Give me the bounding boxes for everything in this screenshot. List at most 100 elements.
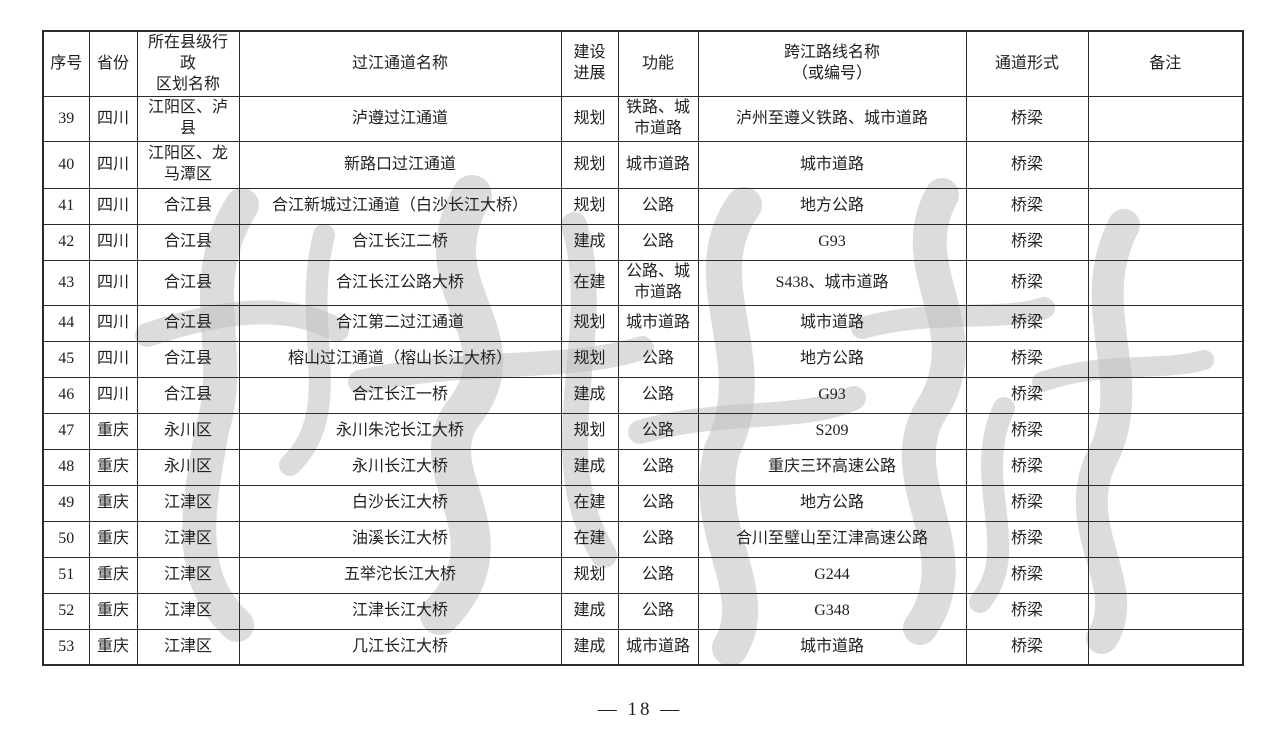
cell-channel-form: 桥梁 bbox=[965, 448, 1089, 486]
cell-serial-number: 49 bbox=[42, 484, 90, 522]
cell-county-division: 江津区 bbox=[136, 484, 240, 522]
cell-remarks bbox=[1087, 628, 1244, 666]
cell-remarks bbox=[1087, 592, 1244, 630]
table-header: 序号 省份 所在县级行政 区划名称 过江通道名称 建设 进展 功能 跨江路线名称… bbox=[42, 30, 1244, 98]
cell-channel-form: 桥梁 bbox=[965, 140, 1089, 189]
table-row: 46 四川 合江县 合江长江一桥 建成 公路 G93 桥梁 bbox=[42, 376, 1244, 414]
table-row: 39 四川 江阳区、泸县 泸遵过江通道 规划 铁路、城市道路 泸州至遵义铁路、城市道路 桥梁 bbox=[42, 96, 1244, 142]
header-remarks: 备注 bbox=[1087, 30, 1244, 98]
page-number: — 18 — bbox=[597, 699, 683, 720]
header-function: 功能 bbox=[617, 30, 699, 98]
cell-route-name: 重庆三环高速公路 bbox=[697, 448, 967, 486]
cell-channel-form: 桥梁 bbox=[965, 376, 1089, 414]
cell-function: 城市道路 bbox=[617, 628, 699, 666]
cell-function: 铁路、城市道路 bbox=[617, 96, 699, 142]
cell-route-name: 城市道路 bbox=[697, 140, 967, 189]
cell-serial-number: 50 bbox=[42, 520, 90, 558]
cell-function: 公路 bbox=[617, 448, 699, 486]
cell-province: 重庆 bbox=[88, 448, 138, 486]
cell-serial-number: 46 bbox=[42, 376, 90, 414]
cell-province: 四川 bbox=[88, 376, 138, 414]
cell-channel-form: 桥梁 bbox=[965, 520, 1089, 558]
cell-county-division: 合江县 bbox=[136, 223, 240, 261]
cell-construction-progress: 建成 bbox=[560, 592, 619, 630]
cell-function: 公路 bbox=[617, 376, 699, 414]
cell-county-division: 合江县 bbox=[136, 304, 240, 342]
cell-crossing-name: 永川朱沱长江大桥 bbox=[238, 412, 562, 450]
table-row: 40 四川 江阳区、龙马潭区 新路口过江通道 规划 城市道路 城市道路 桥梁 bbox=[42, 140, 1244, 189]
cell-province: 重庆 bbox=[88, 520, 138, 558]
cell-construction-progress: 规划 bbox=[560, 304, 619, 342]
cell-route-name: G93 bbox=[697, 223, 967, 261]
table-row: 49 重庆 江津区 白沙长江大桥 在建 公路 地方公路 桥梁 bbox=[42, 484, 1244, 522]
cell-channel-form: 桥梁 bbox=[965, 259, 1089, 306]
cell-serial-number: 52 bbox=[42, 592, 90, 630]
cell-route-name: 泸州至遵义铁路、城市道路 bbox=[697, 96, 967, 142]
cell-crossing-name: 五举沱长江大桥 bbox=[238, 556, 562, 594]
cell-crossing-name: 江津长江大桥 bbox=[238, 592, 562, 630]
cell-route-name: 地方公路 bbox=[697, 484, 967, 522]
cell-function: 公路 bbox=[617, 484, 699, 522]
table-row: 43 四川 合江县 合江长江公路大桥 在建 公路、城市道路 S438、城市道路 桥梁 bbox=[42, 259, 1244, 306]
cell-function: 公路、城市道路 bbox=[617, 259, 699, 306]
cell-county-division: 合江县 bbox=[136, 259, 240, 306]
cell-route-name: 地方公路 bbox=[697, 187, 967, 225]
cell-crossing-name: 榕山过江通道（榕山长江大桥） bbox=[238, 340, 562, 378]
table-row: 44 四川 合江县 合江第二过江通道 规划 城市道路 城市道路 桥梁 bbox=[42, 304, 1244, 342]
cell-route-name: 城市道路 bbox=[697, 304, 967, 342]
cell-province: 四川 bbox=[88, 96, 138, 142]
cell-remarks bbox=[1087, 140, 1244, 189]
cell-crossing-name: 白沙长江大桥 bbox=[238, 484, 562, 522]
cell-county-division: 江阳区、龙马潭区 bbox=[136, 140, 240, 189]
cell-construction-progress: 规划 bbox=[560, 187, 619, 225]
cell-province: 四川 bbox=[88, 259, 138, 306]
cell-serial-number: 39 bbox=[42, 96, 90, 142]
cell-function: 公路 bbox=[617, 223, 699, 261]
cell-remarks bbox=[1087, 340, 1244, 378]
header-route-name: 跨江路线名称 （或编号） bbox=[697, 30, 967, 98]
cell-crossing-name: 合江长江一桥 bbox=[238, 376, 562, 414]
table-row: 48 重庆 永川区 永川长江大桥 建成 公路 重庆三环高速公路 桥梁 bbox=[42, 448, 1244, 486]
table-row: 47 重庆 永川区 永川朱沱长江大桥 规划 公路 S209 桥梁 bbox=[42, 412, 1244, 450]
cell-province: 四川 bbox=[88, 140, 138, 189]
cell-channel-form: 桥梁 bbox=[965, 628, 1089, 666]
header-row: 序号 省份 所在县级行政 区划名称 过江通道名称 建设 进展 功能 跨江路线名称… bbox=[42, 30, 1244, 98]
cell-serial-number: 40 bbox=[42, 140, 90, 189]
header-construction-progress: 建设 进展 bbox=[560, 30, 619, 98]
table-row: 45 四川 合江县 榕山过江通道（榕山长江大桥） 规划 公路 地方公路 桥梁 bbox=[42, 340, 1244, 378]
table-row: 42 四川 合江县 合江长江二桥 建成 公路 G93 桥梁 bbox=[42, 223, 1244, 261]
cell-province: 重庆 bbox=[88, 484, 138, 522]
cell-province: 重庆 bbox=[88, 628, 138, 666]
cell-function: 城市道路 bbox=[617, 140, 699, 189]
cell-province: 重庆 bbox=[88, 556, 138, 594]
cell-construction-progress: 在建 bbox=[560, 259, 619, 306]
cell-route-name: 地方公路 bbox=[697, 340, 967, 378]
cell-county-division: 合江县 bbox=[136, 376, 240, 414]
cell-crossing-name: 永川长江大桥 bbox=[238, 448, 562, 486]
cell-remarks bbox=[1087, 223, 1244, 261]
cell-remarks bbox=[1087, 187, 1244, 225]
cell-channel-form: 桥梁 bbox=[965, 556, 1089, 594]
cell-remarks bbox=[1087, 304, 1244, 342]
cell-serial-number: 51 bbox=[42, 556, 90, 594]
river-crossings-table: 序号 省份 所在县级行政 区划名称 过江通道名称 建设 进展 功能 跨江路线名称… bbox=[42, 30, 1244, 667]
cell-channel-form: 桥梁 bbox=[965, 187, 1089, 225]
cell-remarks bbox=[1087, 96, 1244, 142]
cell-construction-progress: 在建 bbox=[560, 484, 619, 522]
cell-serial-number: 43 bbox=[42, 259, 90, 306]
cell-serial-number: 53 bbox=[42, 628, 90, 666]
cell-construction-progress: 规划 bbox=[560, 556, 619, 594]
cell-function: 公路 bbox=[617, 556, 699, 594]
cell-crossing-name: 新路口过江通道 bbox=[238, 140, 562, 189]
cell-province: 重庆 bbox=[88, 592, 138, 630]
table-row: 52 重庆 江津区 江津长江大桥 建成 公路 G348 桥梁 bbox=[42, 592, 1244, 630]
cell-county-division: 江津区 bbox=[136, 592, 240, 630]
cell-remarks bbox=[1087, 520, 1244, 558]
header-province: 省份 bbox=[88, 30, 138, 98]
cell-channel-form: 桥梁 bbox=[965, 592, 1089, 630]
header-serial-number: 序号 bbox=[42, 30, 90, 98]
cell-remarks bbox=[1087, 259, 1244, 306]
cell-serial-number: 41 bbox=[42, 187, 90, 225]
cell-county-division: 江津区 bbox=[136, 520, 240, 558]
